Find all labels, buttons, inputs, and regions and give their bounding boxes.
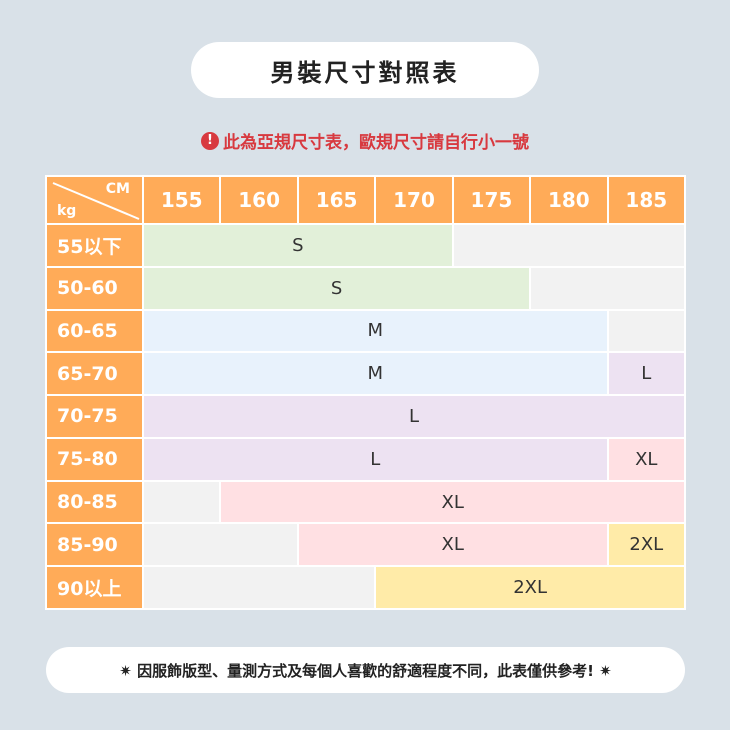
notice: ! 此為亞規尺寸表，歐規尺寸請自行小一號 <box>0 128 730 153</box>
weight-label: 80-85 <box>47 481 142 523</box>
weight-label: 65-70 <box>47 353 142 395</box>
weight-label: 50-60 <box>47 267 142 309</box>
empty-cell <box>144 567 375 608</box>
size-cell: L <box>144 396 684 437</box>
weight-label: 75-80 <box>47 438 142 480</box>
height-header: 185 <box>608 177 684 223</box>
size-cell: XL <box>608 438 684 480</box>
height-unit: CM <box>105 181 130 197</box>
empty-cell <box>531 267 684 309</box>
page-title: 男裝尺寸對照表 <box>191 42 539 98</box>
height-header: 180 <box>531 177 607 223</box>
size-cell: 2XL <box>608 524 684 566</box>
exclamation-circle-icon: ! <box>201 131 219 150</box>
notice-text: 此為亞規尺寸表，歐規尺寸請自行小一號 <box>223 133 529 153</box>
size-cell: S <box>144 267 530 309</box>
empty-cell <box>144 524 297 566</box>
size-cell: M <box>144 310 607 352</box>
size-cell: 2XL <box>376 567 684 608</box>
empty-cell <box>453 225 684 266</box>
size-table: CM kg 155 160 165 170 175 180 185 55以下 S 50-60 S 60… <box>45 175 686 610</box>
height-header: 165 <box>298 177 375 223</box>
size-cell: L <box>608 353 684 395</box>
height-header: 160 <box>221 177 297 223</box>
diagonal-line <box>52 182 140 220</box>
height-header: 170 <box>376 177 452 223</box>
size-cell: M <box>144 353 607 395</box>
empty-cell <box>144 481 220 523</box>
empty-cell <box>608 310 684 352</box>
table-corner: CM kg <box>47 177 142 223</box>
weight-label: 55以下 <box>47 225 142 266</box>
weight-label: 90以上 <box>47 567 142 608</box>
weight-label: 85-90 <box>47 524 142 566</box>
weight-unit: kg <box>57 203 77 219</box>
size-cell: XL <box>298 524 607 566</box>
weight-label: 70-75 <box>47 396 142 437</box>
size-cell: S <box>144 225 452 266</box>
footer-note: ✷ 因服飾版型、量測方式及每個人喜歡的舒適程度不同，此表僅供參考! ✷ <box>46 647 685 693</box>
size-cell: L <box>144 438 607 480</box>
size-cell: XL <box>221 481 684 523</box>
height-header: 155 <box>144 177 220 223</box>
weight-label: 60-65 <box>47 310 142 352</box>
height-header: 175 <box>453 177 530 223</box>
